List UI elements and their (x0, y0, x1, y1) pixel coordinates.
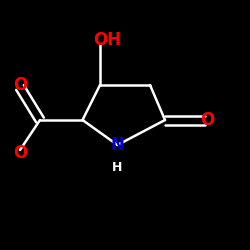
Text: OH: OH (94, 31, 122, 49)
Text: O: O (200, 111, 214, 129)
Text: N: N (110, 136, 124, 154)
Text: O: O (13, 144, 27, 162)
Text: H: H (112, 161, 123, 174)
Text: O: O (13, 76, 27, 94)
